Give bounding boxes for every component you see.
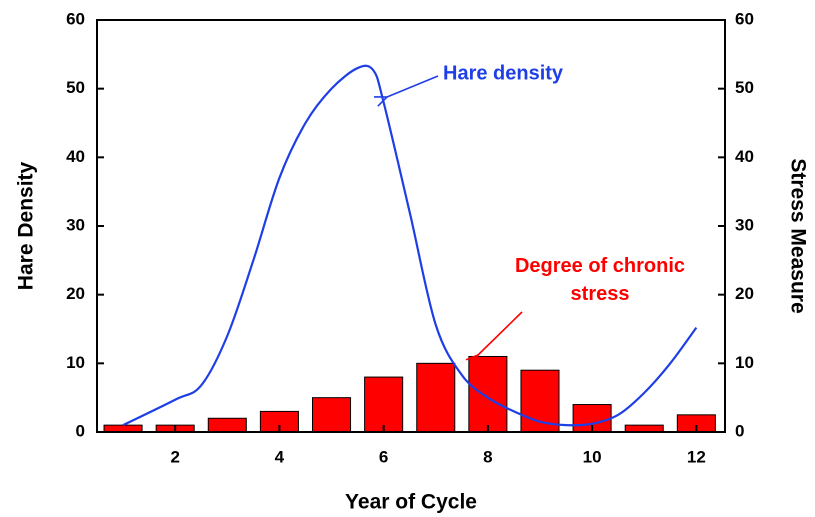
bar — [364, 376, 404, 433]
y-tick-label: 40 — [66, 147, 85, 166]
y2-tick-label: 30 — [735, 215, 754, 234]
plot-frame — [96, 19, 726, 433]
annotation-arrow — [387, 75, 439, 97]
bar — [207, 417, 247, 433]
y2-tick-label: 60 — [735, 9, 754, 28]
series-label-box: Degree of chronic stress — [514, 255, 686, 305]
y2-tick-label: 0 — [735, 421, 744, 440]
y2-tick-label: 40 — [735, 147, 754, 166]
series-label: Degree of chronic stress — [514, 255, 686, 305]
y2-tick-label: 50 — [735, 78, 754, 97]
plot-area — [103, 64, 716, 433]
x-tick-label: 10 — [583, 447, 602, 466]
series-label: Hare density — [443, 62, 564, 84]
y2-tick-label: 10 — [735, 353, 754, 372]
y2-axis-title: Stress Measure — [786, 158, 809, 313]
bar — [468, 355, 508, 433]
y-tick-label: 60 — [66, 9, 85, 28]
y-tick-label: 20 — [66, 284, 85, 303]
line — [122, 64, 698, 427]
x-tick-label: 6 — [379, 447, 388, 466]
y2-tick-label: 20 — [735, 284, 754, 303]
x-tick-label: 12 — [687, 447, 706, 466]
x-tick-label: 4 — [275, 447, 285, 466]
bar — [103, 424, 143, 433]
y-axis-title: Hare Density — [15, 161, 38, 290]
y-tick-label: 0 — [76, 421, 85, 440]
x-tick-label: 8 — [483, 447, 492, 466]
y-tick-label: 50 — [66, 78, 85, 97]
x-tick-label: 2 — [170, 447, 179, 466]
y-tick-label: 10 — [66, 353, 85, 372]
bar — [416, 362, 456, 433]
bar — [312, 397, 352, 433]
annotation-arrow — [478, 311, 523, 355]
y-tick-label: 30 — [66, 215, 85, 234]
bar — [624, 424, 664, 433]
x-axis-title: Year of Cycle — [345, 491, 477, 514]
